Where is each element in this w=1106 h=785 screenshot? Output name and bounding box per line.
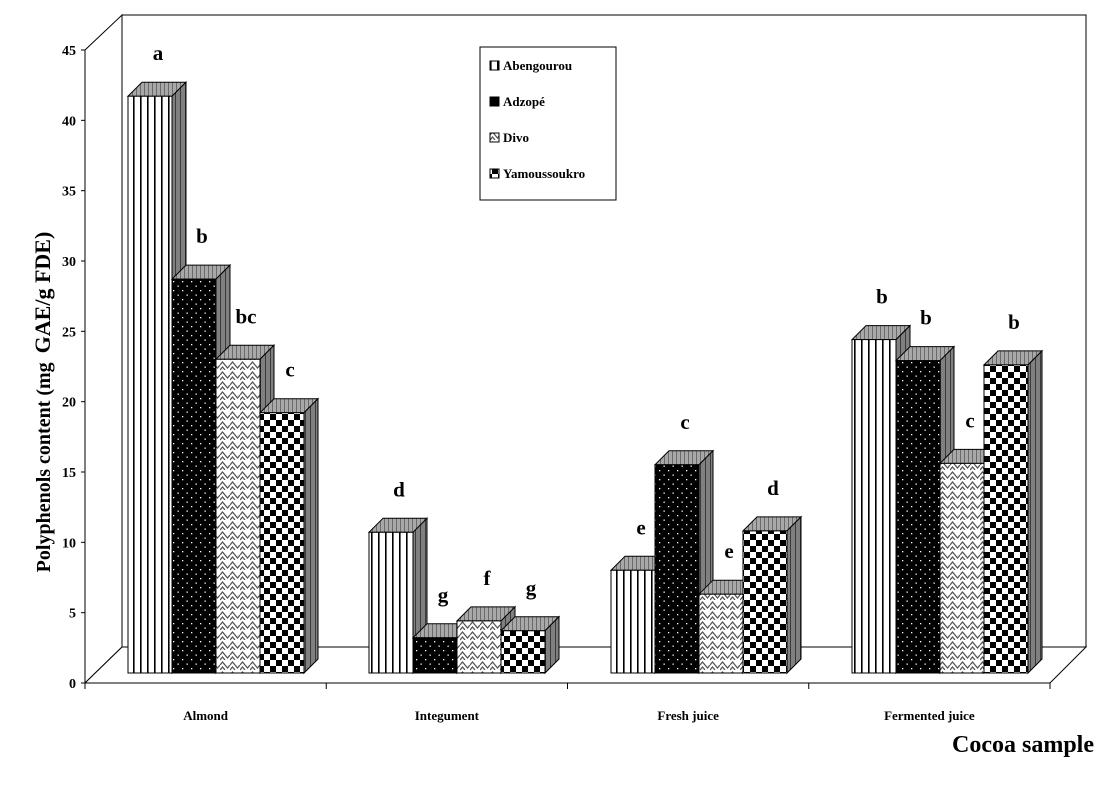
bar-front <box>171 278 217 674</box>
bar-front <box>259 412 305 674</box>
y-tick-label: 0 <box>69 677 76 692</box>
legend-label: Divo <box>503 130 529 145</box>
y-tick-label: 5 <box>69 607 76 622</box>
bar-front <box>742 530 788 674</box>
category-label: Fresh juice <box>657 708 719 723</box>
side-wall <box>84 13 123 685</box>
significance-label: bc <box>236 304 257 328</box>
y-tick-label: 35 <box>62 185 76 200</box>
bar <box>894 345 956 675</box>
bar-side <box>786 515 802 675</box>
significance-label: d <box>393 477 405 501</box>
y-axis-title-suffix: GAE/g FDE) <box>30 232 55 354</box>
bar-front <box>698 593 744 674</box>
bar-front <box>127 95 173 674</box>
significance-label: b <box>876 285 888 309</box>
significance-label: b <box>196 224 208 248</box>
significance-label: a <box>153 41 164 65</box>
y-axis-title-prefix: Polyphenols content (mg <box>33 362 55 572</box>
legend-label: Yamoussoukro <box>503 166 585 181</box>
bar-front <box>895 360 941 674</box>
bar-front <box>610 569 656 674</box>
y-tick-label: 20 <box>62 396 76 411</box>
bar-front <box>456 620 502 674</box>
y-tick-label: 25 <box>62 325 76 340</box>
bar-front <box>983 364 1029 674</box>
bar-front <box>939 462 985 674</box>
significance-label: b <box>920 306 932 330</box>
legend-label: Adzopé <box>503 94 545 109</box>
significance-label: c <box>285 358 294 382</box>
significance-label: f <box>484 566 492 590</box>
bar-front <box>851 339 897 674</box>
category-label: Almond <box>183 708 229 723</box>
significance-label: c <box>680 410 689 434</box>
y-tick-label: 10 <box>62 536 76 551</box>
legend-box <box>479 46 617 201</box>
bar-side <box>1027 349 1043 675</box>
legend-swatch <box>489 132 500 143</box>
significance-label: d <box>767 476 779 500</box>
bar-front <box>215 358 261 674</box>
significance-label: g <box>526 576 537 600</box>
significance-label: c <box>965 408 974 432</box>
category-label: Integument <box>415 708 480 723</box>
bar-side <box>303 397 319 675</box>
legend-swatch <box>489 96 500 107</box>
legend-swatch <box>489 168 500 179</box>
x-axis-title: Cocoa sample <box>952 732 1094 758</box>
significance-label: g <box>438 583 449 607</box>
bar-front <box>654 464 700 674</box>
y-tick-label: 45 <box>62 44 76 59</box>
significance-label: b <box>1008 310 1020 334</box>
bar <box>258 397 320 675</box>
bar-front <box>500 630 546 674</box>
significance-label: e <box>724 539 733 563</box>
y-tick-label: 15 <box>62 466 76 481</box>
bar <box>499 615 561 675</box>
y-tick-label: 40 <box>62 114 76 129</box>
bar <box>982 349 1044 675</box>
y-axis-title: Polyphenols content (mg GAE/g FDE) <box>30 232 55 573</box>
legend-label: Abengourou <box>503 58 572 73</box>
y-tick-label: 30 <box>62 255 76 270</box>
bar <box>741 515 803 675</box>
bar-front <box>368 531 414 674</box>
category-label: Fermented juice <box>884 708 975 723</box>
bar <box>455 605 517 675</box>
significance-label: e <box>636 515 645 539</box>
legend: Abengourou Adzopé Divo Yamoussoukro <box>479 46 617 201</box>
legend-swatch <box>489 60 500 71</box>
bar-front <box>412 637 458 674</box>
